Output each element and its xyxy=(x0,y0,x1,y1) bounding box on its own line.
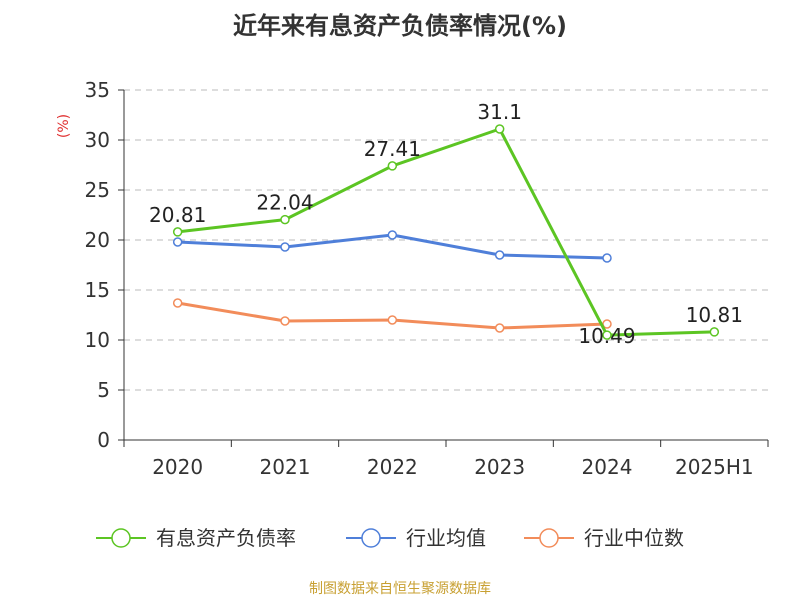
data-point xyxy=(602,319,612,329)
y-tick-label: 25 xyxy=(85,178,110,202)
data-point xyxy=(172,237,183,247)
legend: 有息资产负债率 行业均值 行业中位数 xyxy=(96,526,684,550)
data-point xyxy=(172,227,183,237)
legend-marker xyxy=(111,528,131,548)
data-point xyxy=(494,124,505,134)
legend-label: 行业均值 xyxy=(406,526,486,550)
data-point xyxy=(387,230,398,240)
y-tick-label: 30 xyxy=(85,128,110,152)
data-label: 10.49 xyxy=(578,324,635,348)
data-point xyxy=(280,242,290,252)
data-label: 22.04 xyxy=(256,191,313,215)
data-point xyxy=(280,316,290,326)
y-tick-label: 15 xyxy=(85,278,110,302)
y-tick-label: 0 xyxy=(97,428,110,452)
data-point xyxy=(602,253,612,263)
data-label: 31.1 xyxy=(477,100,522,124)
legend-marker xyxy=(539,528,559,548)
grid-lines xyxy=(124,89,768,391)
data-point xyxy=(172,298,183,308)
x-tick-label: 2025H1 xyxy=(675,455,754,479)
y-axis-label: (%) xyxy=(56,114,72,138)
y-tick-label: 20 xyxy=(85,228,110,252)
data-point xyxy=(494,323,505,333)
x-tick-label: 2024 xyxy=(582,455,633,479)
x-tick-label: 2020 xyxy=(152,455,203,479)
series-layer xyxy=(172,124,720,340)
data-point xyxy=(387,161,398,171)
chart-title: 近年来有息资产负债率情况(%) xyxy=(233,12,567,40)
x-tick-label: 2021 xyxy=(260,455,311,479)
data-point xyxy=(602,330,612,340)
data-point xyxy=(387,315,398,325)
legend-label: 行业中位数 xyxy=(584,526,684,550)
data-label: 10.81 xyxy=(686,303,743,327)
y-tick-label: 10 xyxy=(85,328,110,352)
data-labels: 20.81 22.04 27.41 31.1 10.49 10.81 xyxy=(149,100,743,348)
x-tick-label: 2023 xyxy=(474,455,525,479)
data-point xyxy=(280,214,290,225)
axes: 0 5 10 15 20 25 30 35 2020 2021 2022 2023 2024 2025H1… xyxy=(56,78,769,479)
source-note: 制图数据来自恒生聚源数据库 xyxy=(309,581,491,597)
data-point xyxy=(494,250,505,260)
legend-label: 有息资产负债率 xyxy=(156,526,296,550)
data-point xyxy=(709,327,720,337)
data-label: 27.41 xyxy=(364,137,421,161)
x-tick-label: 2022 xyxy=(367,455,418,479)
legend-marker xyxy=(361,528,381,548)
y-tick-label: 5 xyxy=(97,378,110,402)
data-label: 20.81 xyxy=(149,203,206,227)
series-line xyxy=(177,127,715,337)
y-tick-label: 35 xyxy=(85,78,110,102)
